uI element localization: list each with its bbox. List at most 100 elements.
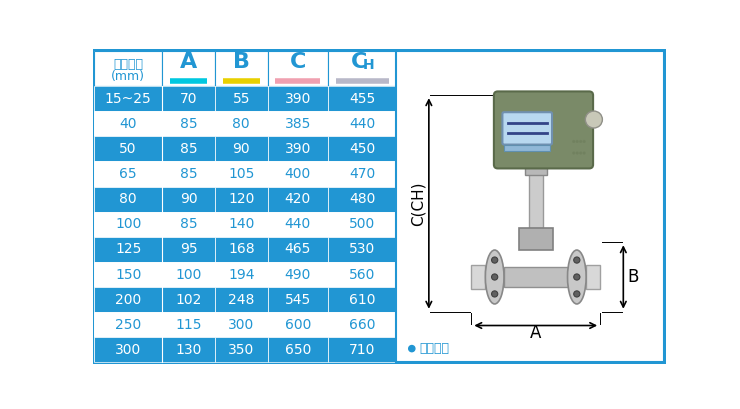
Text: C(CH): C(CH) — [411, 181, 426, 226]
Text: 248: 248 — [228, 293, 255, 307]
Bar — [215, 162, 268, 187]
Circle shape — [574, 274, 580, 280]
Bar — [94, 86, 162, 111]
Text: 100: 100 — [175, 267, 202, 281]
Bar — [94, 111, 162, 136]
Bar — [94, 237, 162, 262]
Bar — [328, 187, 397, 212]
Circle shape — [579, 151, 582, 155]
Circle shape — [582, 151, 586, 155]
Bar — [328, 337, 397, 362]
Text: 105: 105 — [228, 167, 255, 181]
Text: 470: 470 — [349, 167, 375, 181]
Bar — [328, 287, 397, 312]
Text: 560: 560 — [349, 267, 375, 281]
Text: B: B — [627, 268, 639, 286]
Bar — [268, 212, 328, 237]
Circle shape — [576, 140, 579, 143]
Ellipse shape — [485, 250, 504, 304]
Text: 530: 530 — [349, 243, 375, 256]
Bar — [328, 312, 397, 337]
Bar — [215, 136, 268, 162]
Text: 440: 440 — [285, 217, 311, 231]
Bar — [504, 145, 551, 151]
Bar — [268, 51, 328, 86]
Bar — [397, 51, 665, 362]
Text: 250: 250 — [115, 318, 141, 332]
Bar — [328, 51, 397, 86]
Bar — [268, 287, 328, 312]
Text: H: H — [363, 58, 374, 72]
Bar — [268, 162, 328, 187]
Bar — [162, 237, 215, 262]
Bar — [162, 162, 215, 187]
Text: 115: 115 — [175, 318, 202, 332]
Circle shape — [582, 140, 586, 143]
Bar — [162, 312, 215, 337]
Text: 400: 400 — [285, 167, 311, 181]
Bar — [162, 287, 215, 312]
Text: 350: 350 — [228, 343, 255, 357]
Bar — [94, 187, 162, 212]
Bar — [328, 237, 397, 262]
Text: A: A — [180, 52, 198, 72]
Text: 55: 55 — [232, 92, 250, 106]
Text: 85: 85 — [180, 167, 198, 181]
Text: 常规仪表: 常规仪表 — [420, 342, 450, 355]
Bar — [94, 337, 162, 362]
Text: 200: 200 — [115, 293, 141, 307]
Text: 102: 102 — [175, 293, 202, 307]
Circle shape — [491, 274, 498, 280]
Text: 450: 450 — [349, 142, 375, 156]
Text: 300: 300 — [228, 318, 255, 332]
Text: 120: 120 — [228, 192, 255, 206]
Text: 85: 85 — [180, 117, 198, 131]
FancyBboxPatch shape — [93, 50, 665, 363]
Text: 710: 710 — [349, 343, 375, 357]
Bar — [94, 287, 162, 312]
Circle shape — [408, 346, 415, 352]
Text: 545: 545 — [285, 293, 311, 307]
Bar — [268, 187, 328, 212]
Text: 85: 85 — [180, 142, 198, 156]
Text: 465: 465 — [285, 243, 311, 256]
Bar — [268, 136, 328, 162]
Bar — [525, 164, 547, 175]
Bar — [215, 86, 268, 111]
Text: 80: 80 — [232, 117, 250, 131]
Ellipse shape — [568, 250, 586, 304]
Bar — [328, 212, 397, 237]
Circle shape — [572, 151, 575, 155]
Bar — [94, 262, 162, 287]
Text: 85: 85 — [180, 217, 198, 231]
Text: 40: 40 — [119, 117, 137, 131]
Circle shape — [572, 140, 575, 143]
Circle shape — [574, 257, 580, 263]
Text: 125: 125 — [115, 243, 141, 256]
Bar — [162, 51, 215, 86]
Bar — [94, 136, 162, 162]
Bar — [328, 262, 397, 287]
Bar — [328, 86, 397, 111]
Bar — [215, 212, 268, 237]
Bar — [94, 162, 162, 187]
Bar — [268, 262, 328, 287]
Text: 100: 100 — [115, 217, 141, 231]
Bar — [215, 111, 268, 136]
Bar — [162, 136, 215, 162]
Text: A: A — [530, 324, 542, 342]
Text: 95: 95 — [180, 243, 198, 256]
Circle shape — [491, 257, 498, 263]
Bar — [519, 229, 553, 250]
Bar — [215, 337, 268, 362]
Text: 194: 194 — [228, 267, 255, 281]
Text: 420: 420 — [285, 192, 311, 206]
Bar — [215, 312, 268, 337]
Text: 650: 650 — [285, 343, 311, 357]
Bar — [94, 212, 162, 237]
Text: 140: 140 — [228, 217, 255, 231]
Bar — [268, 312, 328, 337]
Bar — [215, 51, 268, 86]
Text: 455: 455 — [349, 92, 375, 106]
Text: 80: 80 — [119, 192, 137, 206]
